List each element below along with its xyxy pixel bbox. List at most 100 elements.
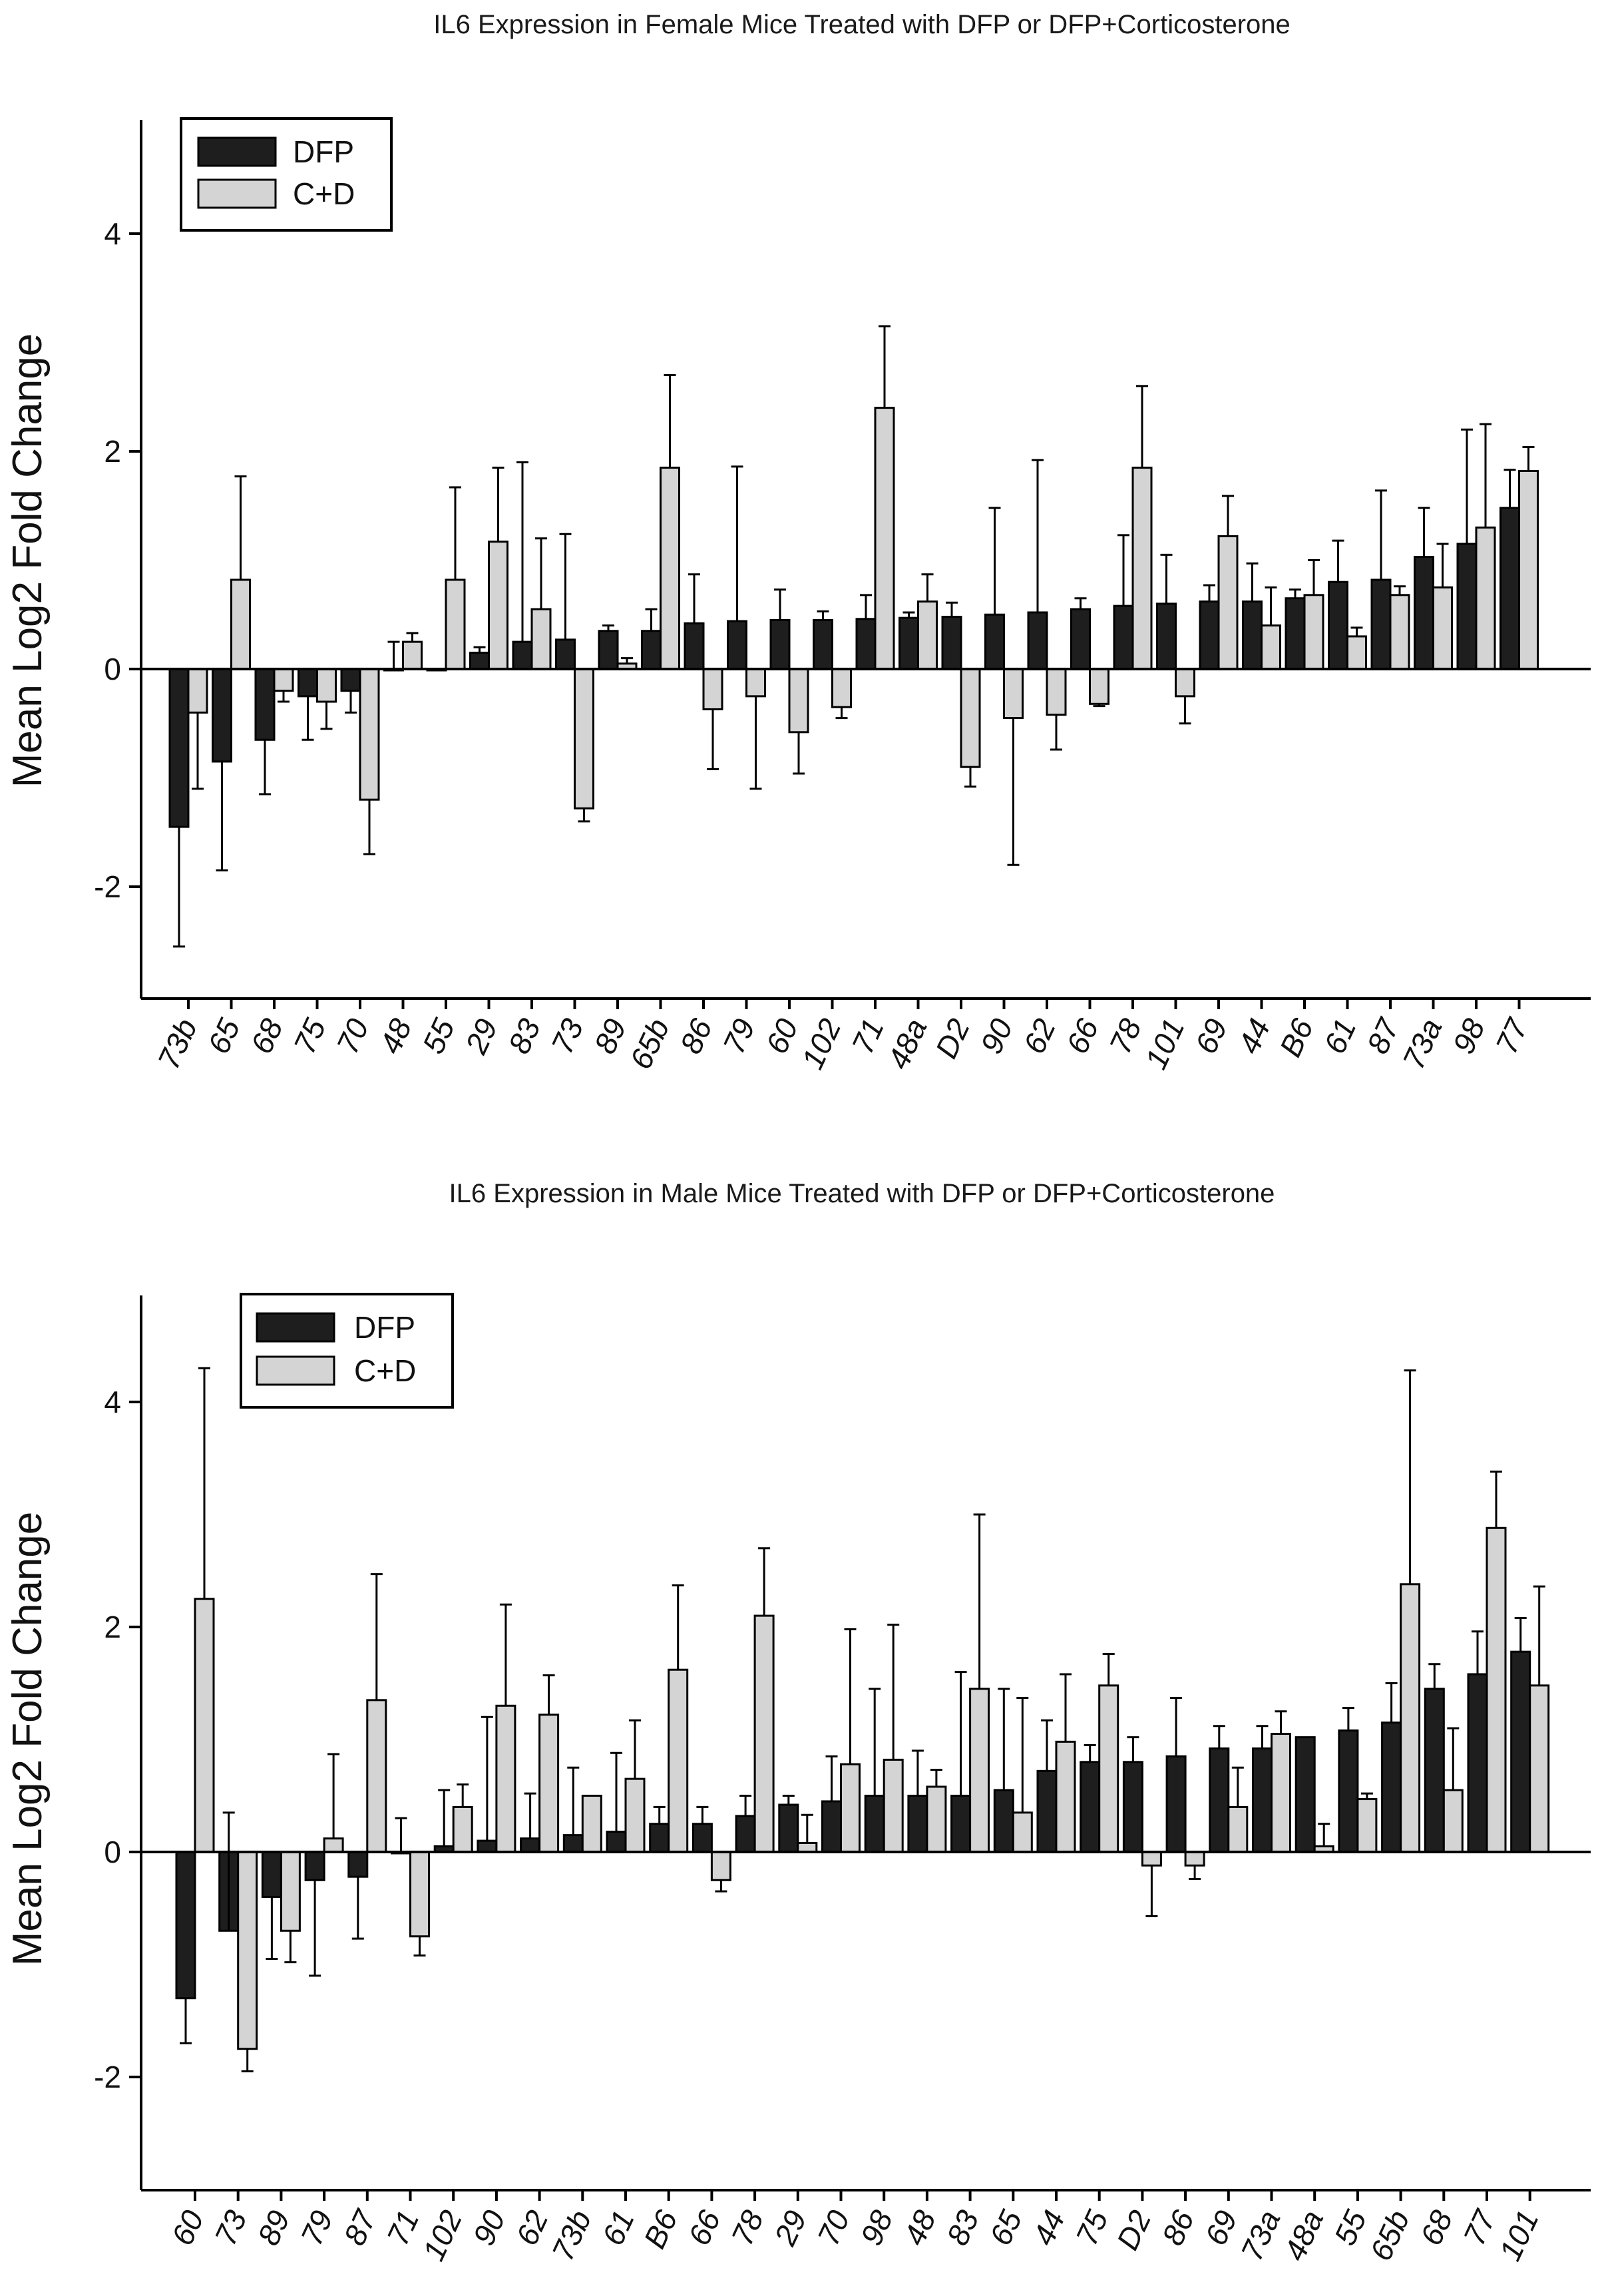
errorbar-dfp [387, 640, 400, 669]
legend: DFP C+D [240, 1293, 454, 1409]
bar-cd [1389, 594, 1410, 670]
female-chart: IL6 Expression in Female Mice Treated wi… [5, 10, 1591, 1074]
x-tick-label: 48a [881, 1013, 934, 1074]
bar-dfp [1209, 1747, 1230, 1853]
x-tick-label: 86 [1155, 2205, 1201, 2251]
x-tick-label: 68 [1414, 2205, 1460, 2251]
errorbar-cd [793, 732, 805, 775]
errorbar-cd [973, 1513, 986, 1689]
x-tick-label: 101 [1138, 1013, 1191, 1074]
bar-cd [1442, 1789, 1464, 1853]
errorbar-cd [629, 1719, 641, 1779]
axes-group [140, 1295, 1591, 2191]
errorbar-dfp [173, 827, 185, 948]
errorbar-cd [672, 1584, 684, 1670]
errorbar-dfp [1342, 1707, 1354, 1731]
bar-dfp [520, 1837, 541, 1853]
bar-cd [1089, 668, 1109, 705]
legend-swatch-cd [197, 178, 277, 209]
errorbar-dfp [1332, 539, 1344, 582]
x-tick-label: 61 [595, 2205, 641, 2250]
bar-dfp [1467, 1673, 1488, 1853]
bar-cd [273, 668, 294, 692]
x-tick-label: 48a [1277, 2205, 1330, 2266]
errorbar-dfp [688, 573, 700, 624]
bar-cd [624, 1777, 646, 1853]
bar-dfp [727, 620, 747, 670]
male-chart: IL6 Expression in Male Mice Treated with… [5, 1179, 1591, 2266]
errorbar-cd [535, 537, 547, 610]
x-tick-label: 98 [1446, 1013, 1492, 1059]
bar-cd [840, 1763, 861, 1853]
bar-cd [1486, 1526, 1507, 1853]
bar-dfp [512, 640, 533, 670]
bar-cd [1098, 1684, 1119, 1853]
x-tick-label: 60 [164, 2205, 210, 2251]
bar-cd [917, 600, 938, 670]
bar-cd [926, 1785, 947, 1853]
bar-cd [969, 1688, 990, 1853]
bar-cd [530, 608, 552, 670]
bar-cd [187, 668, 208, 714]
bar-cd [316, 668, 337, 703]
bar-dfp [1338, 1729, 1359, 1853]
legend-label-dfp: DFP [293, 134, 354, 169]
errorbar-cd [370, 1573, 383, 1700]
errorbar-cd [1060, 1673, 1072, 1742]
y-tick-label: 4 [104, 1385, 121, 1419]
bar-cd [581, 1795, 602, 1853]
x-tick-label: 69 [1188, 1013, 1234, 1058]
bar-dfp [1080, 1761, 1101, 1853]
errorbar-cd [457, 1783, 469, 1807]
x-tick-label: 90 [974, 1013, 1020, 1059]
errorbar-dfp [645, 608, 658, 631]
bar-cd [1175, 668, 1195, 698]
errorbar-cd [879, 325, 891, 408]
bar-cd [660, 467, 680, 670]
errorbar-cd [1480, 423, 1492, 528]
errorbar-dfp [395, 1817, 407, 1852]
x-tick-label: 29 [458, 1013, 504, 1059]
bar-cd [574, 668, 594, 809]
bar-cd [1055, 1740, 1076, 1853]
errorbar-cd [578, 808, 590, 823]
errorbar-dfp [1385, 1682, 1398, 1723]
bar-dfp [684, 622, 705, 670]
errorbar-dfp [1418, 507, 1430, 557]
legend-box [240, 1293, 454, 1409]
errorbar-dfp [1246, 562, 1259, 602]
bar-dfp [1252, 1747, 1273, 1853]
x-tick-label: 62 [1016, 1013, 1062, 1058]
bar-dfp [477, 1839, 498, 1853]
legend-label-cd: C+D [354, 1353, 416, 1388]
bar-dfp [778, 1803, 799, 1853]
errorbar-dfp [653, 1805, 666, 1824]
errorbar-dfp [259, 740, 271, 796]
bar-dfp [347, 1851, 369, 1878]
errorbar-dfp [774, 588, 786, 620]
legend-swatch-dfp [256, 1312, 335, 1343]
errorbar-dfp [1084, 1743, 1096, 1762]
errorbar-dfp [731, 465, 743, 622]
x-tick-label: D2 [928, 1013, 976, 1063]
bar-dfp [555, 638, 576, 670]
errorbar-dfp [954, 1671, 967, 1796]
errorbar-dfp [869, 1688, 881, 1796]
errorbar-dfp [610, 1751, 622, 1832]
x-tick-label: 101 [1492, 2205, 1545, 2266]
errorbar-cd [758, 1547, 771, 1616]
bar-dfp [855, 618, 877, 670]
bar-cd [323, 1837, 344, 1853]
errorbar-cd [192, 712, 204, 790]
bar-dfp [1027, 611, 1048, 670]
bar-cd [1003, 668, 1024, 720]
errorbar-cd [1179, 696, 1191, 725]
errorbar-cd [1136, 385, 1148, 468]
bar-dfp [641, 630, 662, 670]
bar-dfp [261, 1851, 282, 1899]
x-tick-label: 83 [940, 2205, 986, 2251]
x-tick-label: 73a [1396, 1013, 1449, 1074]
bar-cd [1356, 1798, 1378, 1853]
bar-dfp [993, 1789, 1014, 1853]
x-tick-label: 65b [1363, 2205, 1416, 2266]
